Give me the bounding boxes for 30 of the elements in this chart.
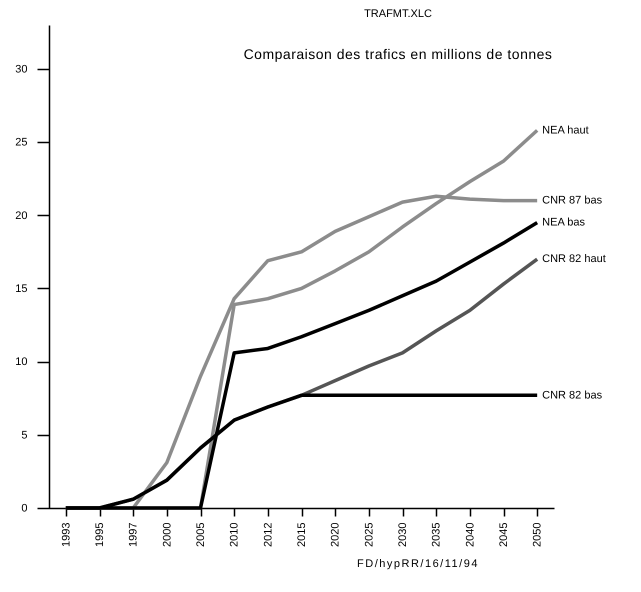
y-tick-label: 15 bbox=[15, 282, 28, 295]
series-label: CNR 87 bas bbox=[542, 194, 603, 207]
series-label: CNR 82 bas bbox=[542, 389, 603, 402]
x-tick-label: 1995 bbox=[94, 522, 106, 547]
y-tick-label: 5 bbox=[21, 429, 28, 442]
x-tick-label: 2000 bbox=[161, 522, 174, 547]
series-label: CNR 82 haut bbox=[542, 253, 606, 266]
x-tick-label: 2050 bbox=[532, 522, 544, 547]
x-tick-label: 2030 bbox=[397, 522, 409, 547]
y-tick-label: 20 bbox=[15, 210, 28, 222]
series-label: NEA bas bbox=[542, 216, 586, 229]
x-tick-label: 2025 bbox=[363, 522, 376, 547]
x-tick-label: 1997 bbox=[128, 522, 140, 547]
text: Comparaison des trafics en millions de tonnes bbox=[244, 46, 552, 62]
x-tick-label: 2035 bbox=[430, 522, 443, 547]
text: FD/hypRR/16/11/94 bbox=[357, 558, 479, 570]
x-tick-label: 2020 bbox=[330, 522, 342, 547]
y-tick-label: 30 bbox=[15, 63, 28, 76]
y-tick-label: 10 bbox=[15, 356, 28, 368]
x-tick-label: 2040 bbox=[464, 522, 476, 547]
y-tick-label: 25 bbox=[15, 136, 28, 149]
text: TRAFMT.XLC bbox=[364, 8, 432, 20]
x-tick-label: 2010 bbox=[228, 522, 241, 547]
x-tick-label: 2005 bbox=[195, 522, 207, 547]
x-tick-label: 2015 bbox=[296, 522, 308, 547]
series-label: NEA haut bbox=[542, 124, 589, 136]
x-tick-label: 1993 bbox=[60, 522, 72, 547]
x-tick-label: 2045 bbox=[498, 522, 510, 547]
y-tick-label: 0 bbox=[21, 502, 28, 514]
x-tick-label: 2012 bbox=[262, 522, 274, 547]
